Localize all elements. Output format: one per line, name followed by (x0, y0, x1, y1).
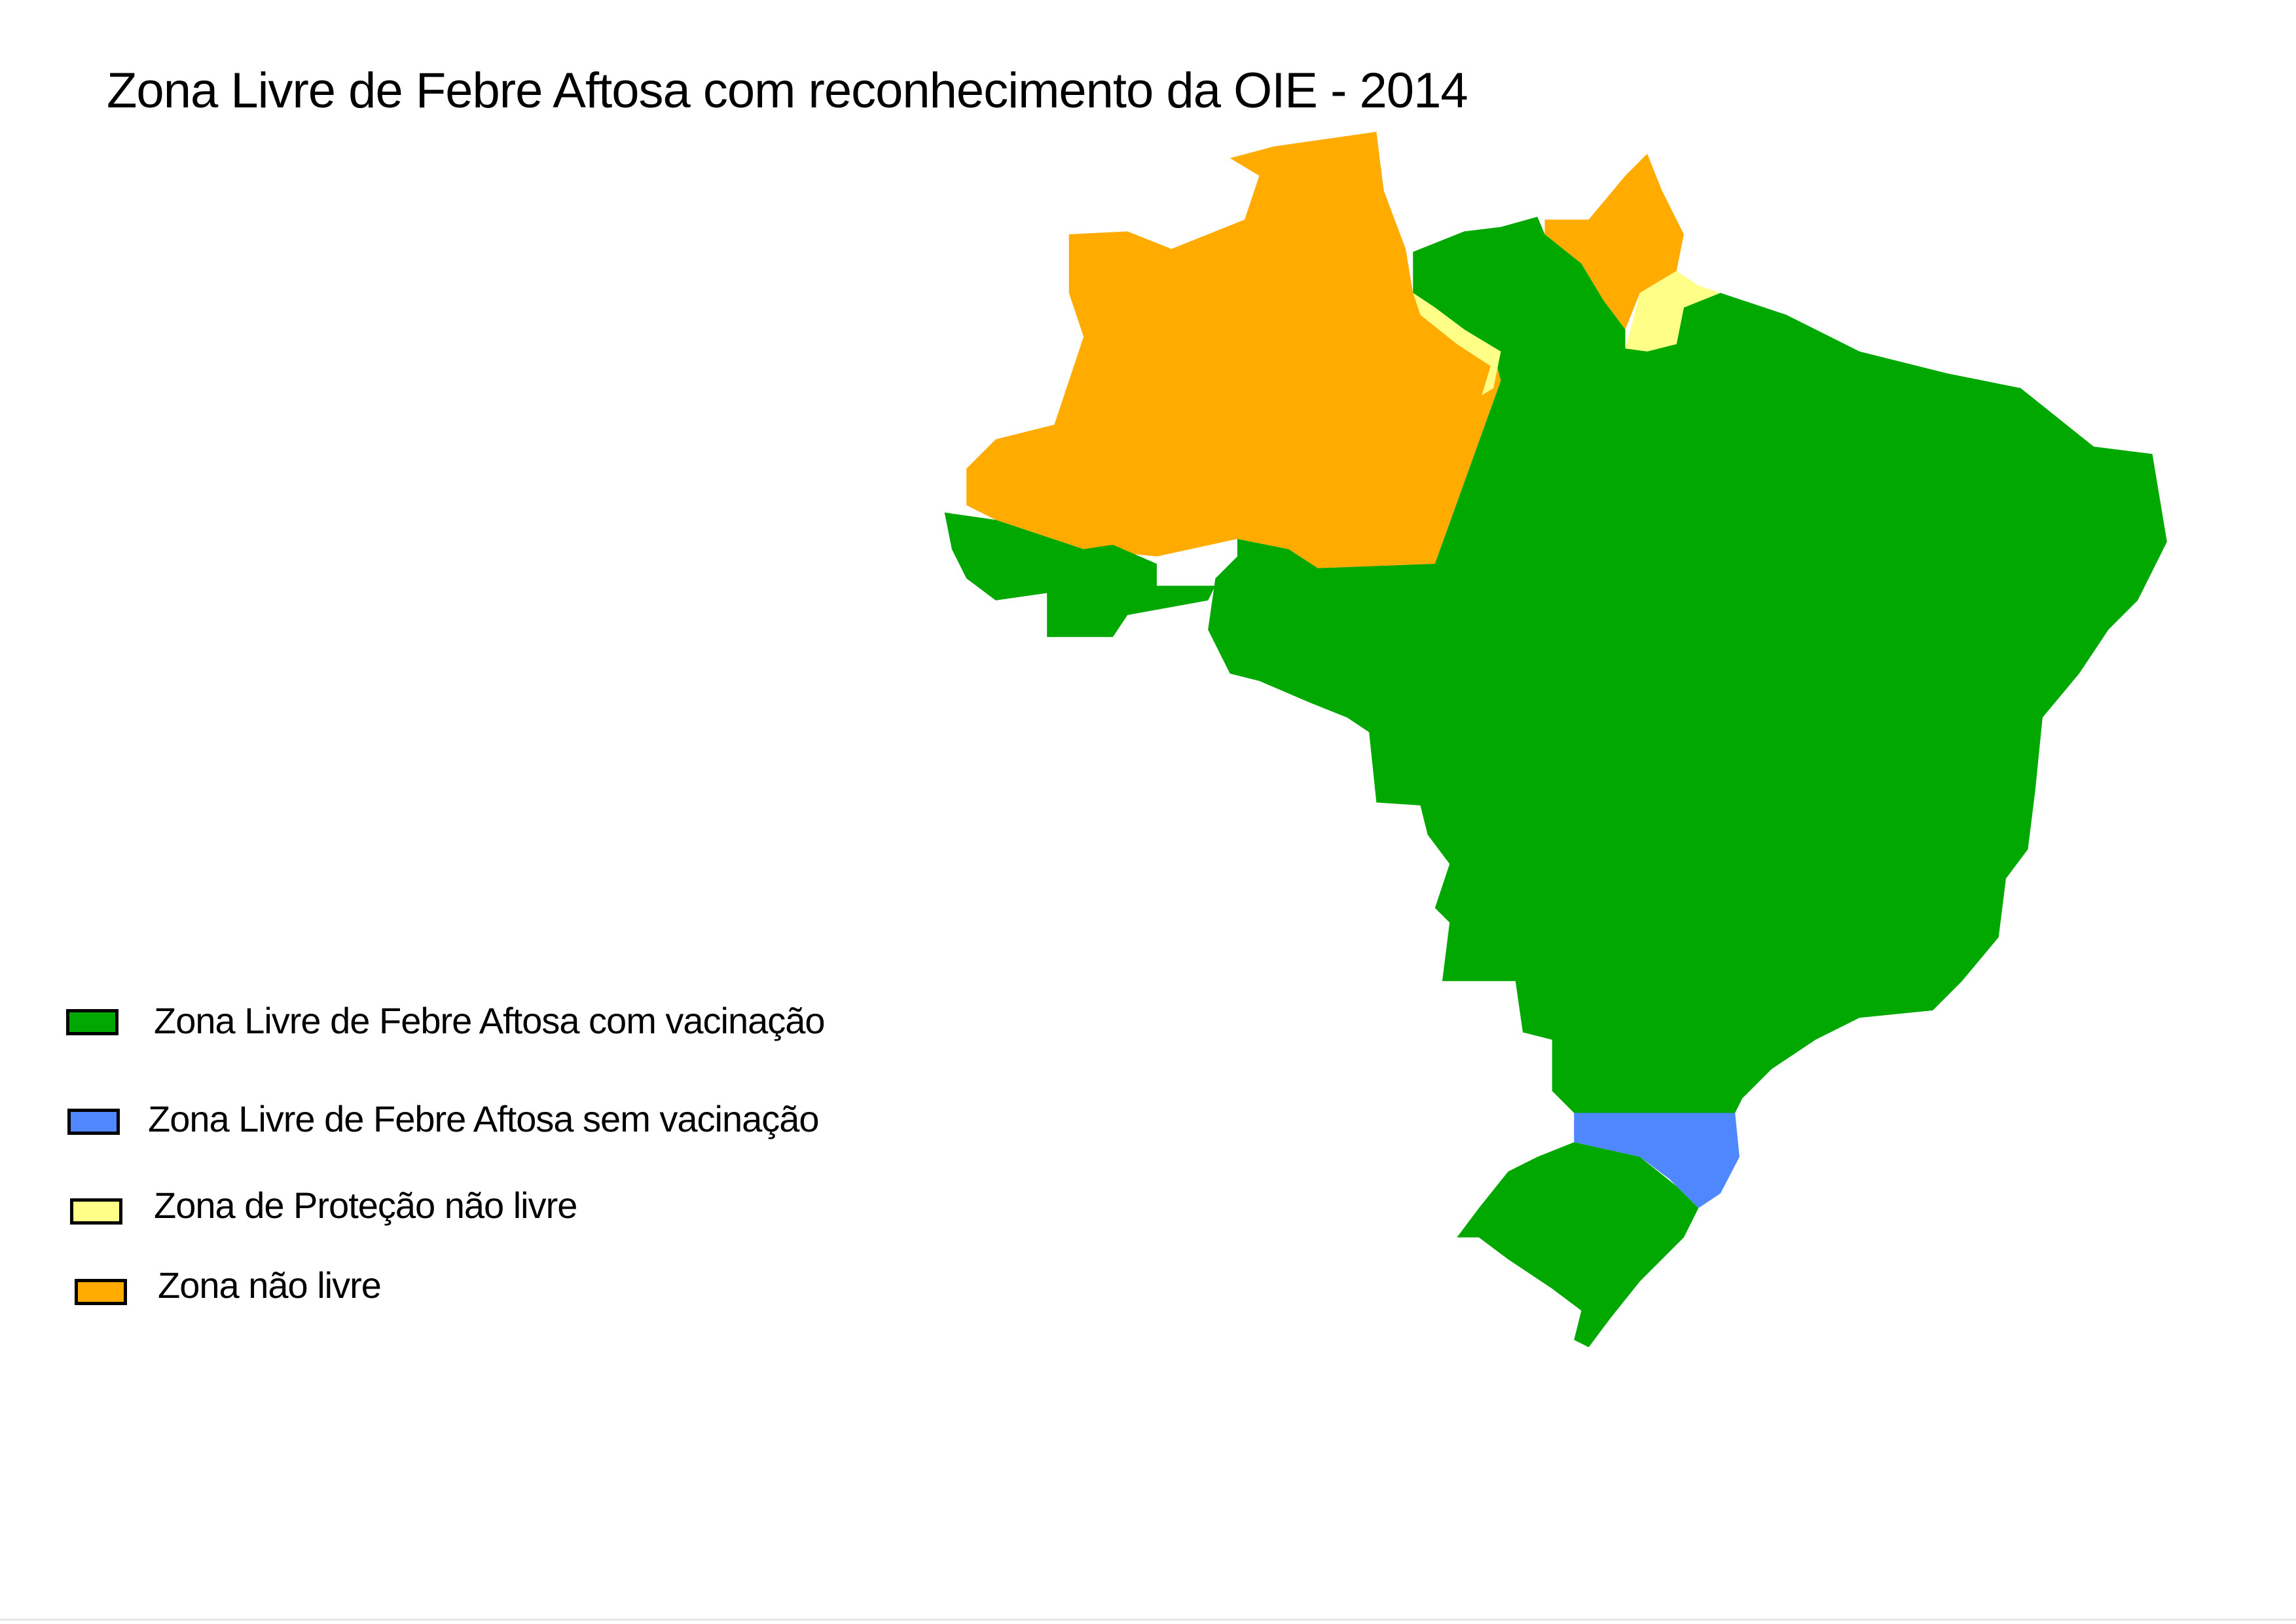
legend-label: Zona Livre de Febre Aftosa com vacinação (154, 1000, 826, 1041)
legend-label: Zona não livre (158, 1264, 382, 1306)
legend-swatch-yellow (70, 1198, 122, 1225)
legend-swatch-blue (67, 1109, 120, 1135)
region-green-acre (944, 512, 1216, 637)
region-blue-sc (1574, 1113, 1740, 1208)
region-orange-amapa (1544, 153, 1684, 330)
region-yellow-para (1625, 270, 1721, 352)
map-title: Zona Livre de Febre Aftosa com reconheci… (107, 63, 1468, 119)
region-green-rs (1457, 1142, 1699, 1348)
region-green-main (1208, 216, 2167, 1113)
region-orange-amazon (966, 132, 1501, 568)
legend-swatch-green (66, 1009, 118, 1035)
region-yellow-strip (1413, 293, 1501, 396)
legend-label: Zona Livre de Febre Aftosa sem vacinação (148, 1098, 820, 1139)
legend-label: Zona de Proteção não livre (154, 1185, 577, 1226)
bottom-divider (0, 1619, 2296, 1621)
legend-swatch-orange (75, 1279, 127, 1305)
